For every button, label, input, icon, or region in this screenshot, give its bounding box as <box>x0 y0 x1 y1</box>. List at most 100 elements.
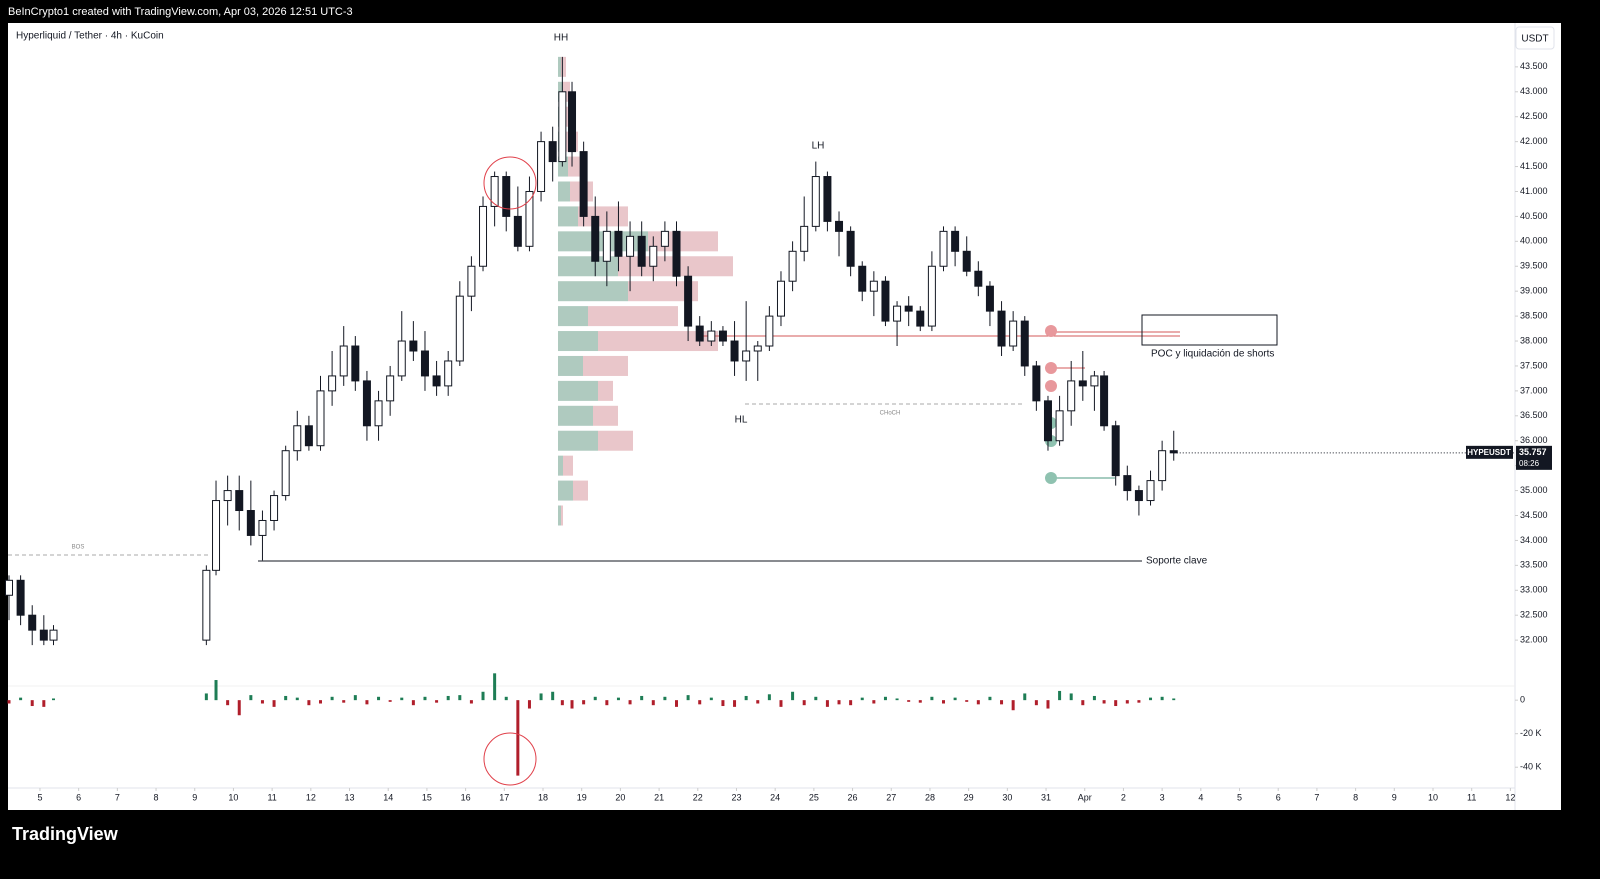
delta-bar <box>965 700 969 702</box>
hl-label: HL <box>735 415 748 426</box>
candle-body <box>1100 375 1109 427</box>
x-tick-label: 10 <box>228 792 238 802</box>
delta-bar <box>539 693 543 701</box>
candle-body <box>846 230 855 267</box>
profile-sell <box>561 505 563 526</box>
profile-buy <box>558 355 583 376</box>
candle-body <box>304 425 313 447</box>
candle-body <box>730 340 739 362</box>
candle-body <box>1111 425 1120 477</box>
profile-buy <box>558 331 598 352</box>
candle-body <box>16 579 25 616</box>
y-tick-label: 0 <box>1520 695 1525 705</box>
y-tick-label: 40.500 <box>1520 211 1548 221</box>
candle-body <box>316 390 325 447</box>
candle-body <box>962 250 971 272</box>
candle-body <box>672 230 681 277</box>
candle-body <box>602 230 611 262</box>
candle-body <box>835 220 844 232</box>
candle-body <box>339 345 348 377</box>
candle-body <box>39 629 48 641</box>
delta-bar <box>953 697 957 701</box>
candle-body <box>537 141 546 192</box>
highlight-circle <box>483 732 537 786</box>
candle-body <box>281 450 290 497</box>
candle-body <box>1055 410 1064 442</box>
candle-body <box>869 280 878 292</box>
delta-bar <box>423 696 427 701</box>
delta-bar <box>825 700 829 707</box>
delta-bar <box>651 700 655 706</box>
candle-body <box>1043 400 1052 442</box>
candle-body <box>811 176 820 227</box>
delta-bar <box>19 697 23 701</box>
x-tick-label: 11 <box>1467 792 1476 802</box>
x-tick-label: 30 <box>1002 792 1012 802</box>
delta-bar <box>388 700 392 702</box>
delta-bar <box>930 696 934 701</box>
symbol-label: HYPEUSDT <box>1467 448 1511 457</box>
delta-bar <box>493 673 497 701</box>
bos-label: BOS <box>72 545 85 551</box>
delta-bar <box>1023 693 1027 701</box>
x-tick-label: 4 <box>1198 792 1203 802</box>
x-tick-label: 13 <box>345 792 355 802</box>
y-tick-label: -20 K <box>1520 728 1542 738</box>
profile-buy <box>558 56 561 77</box>
delta-bar <box>849 700 853 706</box>
candle-body <box>351 345 360 382</box>
candle-body <box>328 375 337 392</box>
delta-bar <box>1081 700 1085 706</box>
x-tick-label: 14 <box>383 792 393 802</box>
delta-bar <box>560 700 564 706</box>
candle-body <box>1134 490 1143 502</box>
y-tick-label: 32.000 <box>1520 634 1548 644</box>
y-tick-label: 39.000 <box>1520 286 1548 296</box>
y-tick-label: 36.000 <box>1520 435 1548 445</box>
delta-bar <box>365 700 369 705</box>
delta-bar <box>942 700 945 704</box>
delta-bar <box>1092 695 1096 701</box>
last-price-label: 35.757 <box>1519 447 1547 457</box>
delta-bar <box>249 695 253 701</box>
candle-body <box>548 141 557 163</box>
profile-sell <box>563 455 573 476</box>
candle-body <box>444 360 453 387</box>
x-tick-label: 28 <box>925 792 935 802</box>
candle-body <box>1009 320 1018 347</box>
delta-bar <box>1034 700 1038 706</box>
x-tick-label: 17 <box>499 792 509 802</box>
candle-body <box>1020 320 1029 367</box>
delta-bar <box>791 691 795 701</box>
candle-body <box>1146 480 1155 502</box>
candle-body <box>1067 380 1076 412</box>
candle-body <box>626 235 635 257</box>
delta-bar <box>30 700 34 707</box>
delta-bar <box>814 696 818 701</box>
x-tick-label: 18 <box>538 792 548 802</box>
delta-bar <box>226 700 230 706</box>
currency-button[interactable] <box>1515 26 1555 50</box>
delta-bar <box>837 700 841 705</box>
delta-bar <box>582 700 586 705</box>
delta-bar <box>377 696 381 701</box>
candle-body <box>270 495 279 521</box>
y-tick-label: 36.500 <box>1520 410 1548 420</box>
candle-body <box>742 350 751 362</box>
candle-body <box>800 225 809 252</box>
candle-body <box>432 375 441 387</box>
x-tick-label: 20 <box>615 792 625 802</box>
delta-bar <box>342 700 346 703</box>
choch-label: CHoCH <box>880 411 901 417</box>
x-tick-label: 9 <box>1392 792 1397 802</box>
candle-body <box>997 310 1006 347</box>
support-label: Soporte clave <box>1146 556 1208 567</box>
profile-buy <box>558 306 588 327</box>
delta-bar <box>1160 696 1164 701</box>
y-tick-label: 41.500 <box>1520 161 1548 171</box>
candle-body <box>614 230 623 257</box>
chart-area <box>8 23 1561 810</box>
price-box <box>1516 445 1552 470</box>
currency-label: USDT <box>1521 34 1548 45</box>
delta-bar <box>446 695 450 701</box>
